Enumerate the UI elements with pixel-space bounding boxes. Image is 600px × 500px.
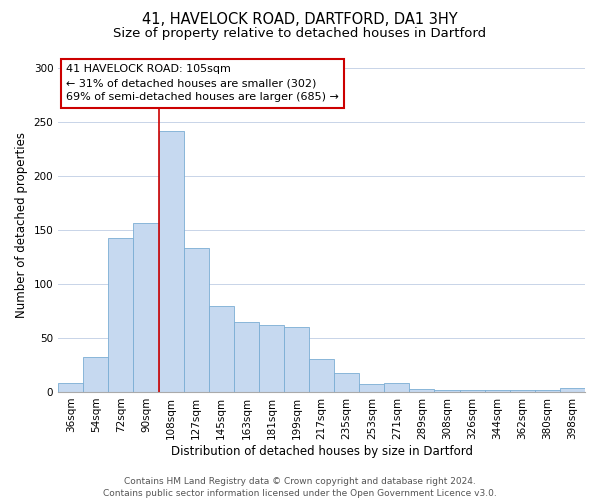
Bar [385, 384, 409, 392]
Bar [58, 384, 83, 392]
Bar [109, 238, 133, 392]
Bar [560, 388, 585, 392]
Y-axis label: Number of detached properties: Number of detached properties [15, 132, 28, 318]
X-axis label: Distribution of detached houses by size in Dartford: Distribution of detached houses by size … [170, 444, 473, 458]
Bar [535, 390, 560, 392]
Text: 41, HAVELOCK ROAD, DARTFORD, DA1 3HY: 41, HAVELOCK ROAD, DARTFORD, DA1 3HY [142, 12, 458, 28]
Bar [284, 327, 309, 392]
Bar [460, 390, 485, 392]
Bar [485, 390, 510, 392]
Bar [409, 388, 434, 392]
Bar [234, 322, 259, 392]
Bar [309, 358, 334, 392]
Bar [133, 222, 158, 392]
Bar [434, 390, 460, 392]
Text: 41 HAVELOCK ROAD: 105sqm
← 31% of detached houses are smaller (302)
69% of semi-: 41 HAVELOCK ROAD: 105sqm ← 31% of detach… [66, 64, 339, 102]
Bar [334, 372, 359, 392]
Bar [510, 390, 535, 392]
Bar [83, 358, 109, 392]
Text: Contains HM Land Registry data © Crown copyright and database right 2024.
Contai: Contains HM Land Registry data © Crown c… [103, 476, 497, 498]
Text: Size of property relative to detached houses in Dartford: Size of property relative to detached ho… [113, 28, 487, 40]
Bar [184, 248, 209, 392]
Bar [359, 384, 385, 392]
Bar [158, 131, 184, 392]
Bar [259, 325, 284, 392]
Bar [209, 306, 234, 392]
